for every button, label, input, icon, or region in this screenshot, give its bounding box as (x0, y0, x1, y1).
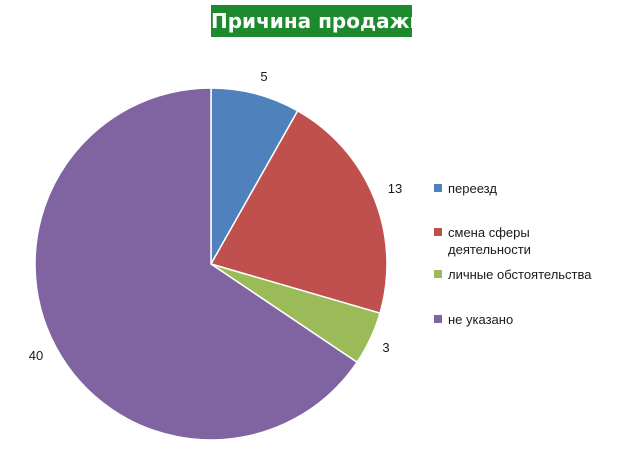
legend-label-smena-sfery: смена сферы деятельности (448, 225, 531, 257)
legend-swatch-pereezd (434, 184, 442, 192)
data-label-ne-ukazano: 40 (29, 348, 43, 363)
chart-title: Причина продажи (211, 5, 424, 37)
legend-label-ne-ukazano: не указано (448, 312, 514, 327)
pie-slice-pereezd (210, 87, 299, 267)
data-label-smena-sfery: 13 (388, 181, 402, 196)
legend-label-lichnye: личные обстоятельства (448, 267, 592, 282)
data-label-lichnye: 3 (382, 340, 389, 355)
pie-slice-ne-ukazano (34, 87, 359, 441)
pie-slice-smena-sfery (209, 109, 388, 315)
data-label-pereezd: 5 (260, 69, 267, 84)
legend-swatch-smena-sfery (434, 228, 442, 236)
legend-swatch-lichnye (434, 270, 442, 278)
legend-swatch-ne-ukazano (434, 315, 442, 323)
legend-label-pereezd: переезд (448, 181, 497, 196)
